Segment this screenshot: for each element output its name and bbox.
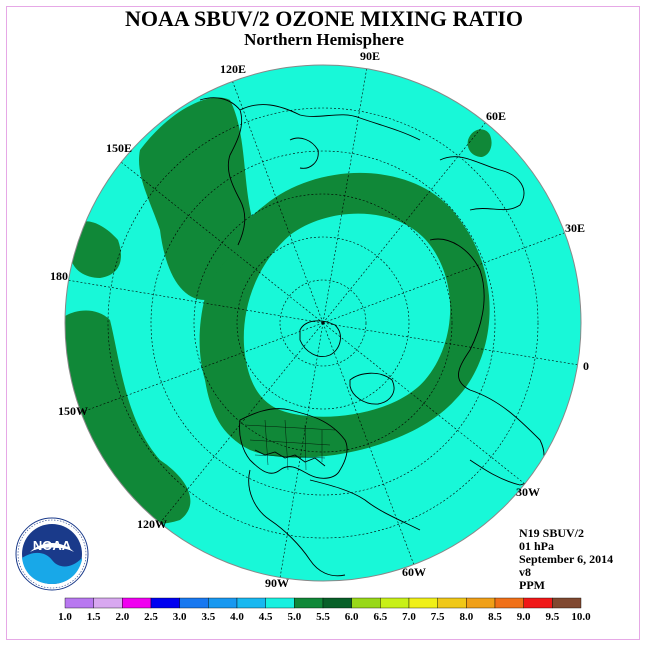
units-label: PPM bbox=[519, 578, 545, 592]
pressure-level-label: 01 hPa bbox=[519, 539, 555, 553]
lon-label-60w: 60W bbox=[402, 565, 426, 579]
lon-label-150w: 150W bbox=[58, 404, 88, 418]
noaa-logo: NOAA bbox=[15, 517, 89, 591]
ozone-ring-band bbox=[199, 172, 490, 458]
latitude-circles bbox=[107, 107, 539, 539]
figure-frame bbox=[6, 6, 640, 640]
ozone-blob-60e bbox=[467, 129, 492, 157]
svg-text:NOAA: NOAA bbox=[33, 538, 72, 553]
globe-outline bbox=[64, 64, 582, 582]
meridians bbox=[66, 66, 580, 579]
lon-label-120w: 120W bbox=[137, 517, 167, 531]
lon-label-30w: 30W bbox=[516, 485, 540, 499]
lon-label-0: 0 bbox=[583, 359, 589, 373]
lon-label-120e: 120E bbox=[220, 62, 246, 76]
us-states bbox=[244, 419, 336, 471]
lon-label-30e: 30E bbox=[565, 221, 585, 235]
lon-label-180: 180 bbox=[50, 269, 68, 283]
lon-label-60e: 60E bbox=[486, 109, 506, 123]
coastlines bbox=[199, 97, 545, 577]
ozone-band-northwest bbox=[139, 97, 260, 300]
longitude-labels: 90E 60E 30E 0 30W 60W 90W 120W 150W 180 … bbox=[50, 49, 589, 590]
lon-label-90e: 90E bbox=[360, 49, 380, 63]
instrument-label: N19 SBUV/2 bbox=[519, 526, 585, 540]
page-subtitle: Northern Hemisphere bbox=[244, 30, 404, 49]
date-label: September 6, 2014 bbox=[519, 552, 614, 566]
page-title: NOAA SBUV/2 OZONE MIXING RATIO bbox=[124, 6, 524, 31]
lon-label-90w: 90W bbox=[265, 576, 289, 590]
product-info: N19 SBUV/2 01 hPa September 6, 2014 v8 P… bbox=[519, 527, 613, 592]
lon-label-150e: 150E bbox=[106, 141, 132, 155]
ozone-band-west-lobe bbox=[70, 221, 121, 278]
version-label: v8 bbox=[519, 565, 531, 579]
